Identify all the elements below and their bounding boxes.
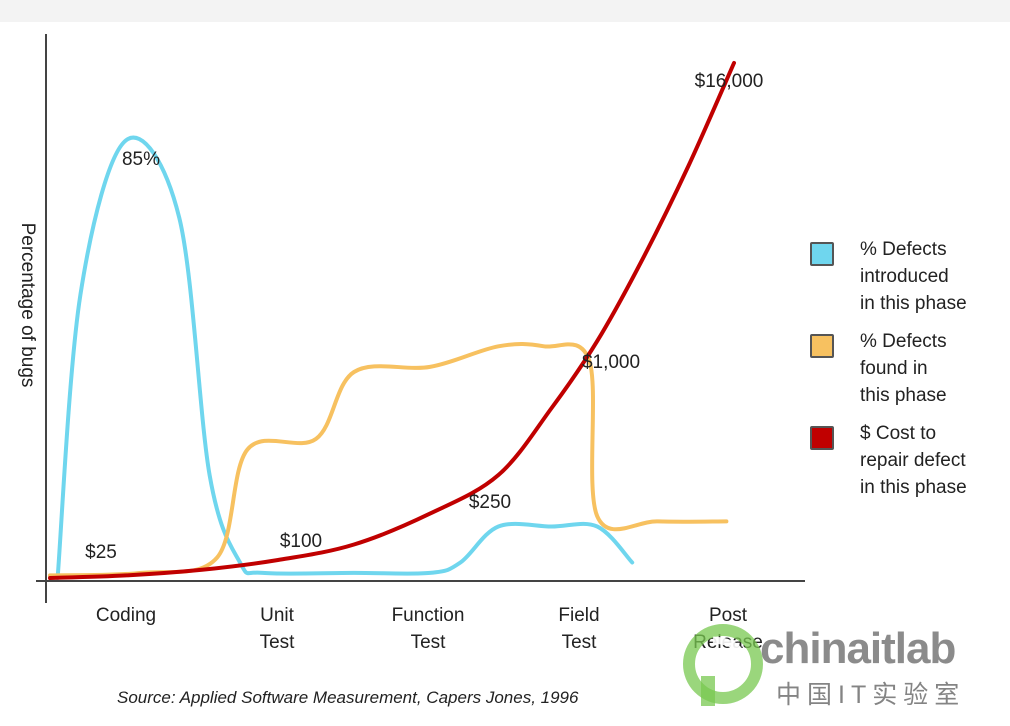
legend-swatch-introduced [810, 242, 834, 266]
legend-swatch-found [810, 334, 834, 358]
legend-item-introduced: % Defects introduced in this phase [810, 234, 1010, 326]
legend-label-cost: $ Cost to repair defect in this phase [860, 423, 967, 498]
legend-item-found: % Defects found in this phase [810, 326, 1010, 418]
watermark-name: chinaitlab [760, 624, 956, 673]
x-tick-label: Function Test [392, 605, 465, 653]
y-axis-label: Percentage of bugs [17, 223, 38, 388]
watermark-subtitle: 中国IT实验室 [776, 681, 966, 709]
top-bar [0, 0, 1010, 22]
data-label: $16,000 [695, 71, 764, 92]
legend-swatch-cost [810, 426, 834, 450]
series-line-repair-cost [48, 61, 736, 580]
data-label: $1,000 [582, 352, 640, 373]
legend-label-found: % Defects found in this phase [860, 331, 947, 406]
data-label: $250 [469, 492, 511, 513]
x-tick-label: Coding [96, 605, 156, 626]
chinaitlab-logo-icon [683, 624, 763, 706]
legend-item-cost: $ Cost to repair defect in this phase [810, 418, 1010, 504]
series-line-defects-found [48, 342, 729, 578]
data-label: $100 [280, 531, 322, 552]
x-tick-label: Field Test [558, 605, 599, 653]
legend-label-introduced: % Defects introduced in this phase [860, 239, 967, 314]
x-tick-label: Unit Test [260, 605, 296, 653]
series-line-defects-introduced [55, 135, 635, 580]
source-caption: Source: Applied Software Measurement, Ca… [117, 688, 579, 707]
legend: % Defects introduced in this phase % Def… [810, 234, 1010, 504]
data-label: $25 [85, 542, 117, 563]
data-label: 85% [122, 149, 160, 170]
